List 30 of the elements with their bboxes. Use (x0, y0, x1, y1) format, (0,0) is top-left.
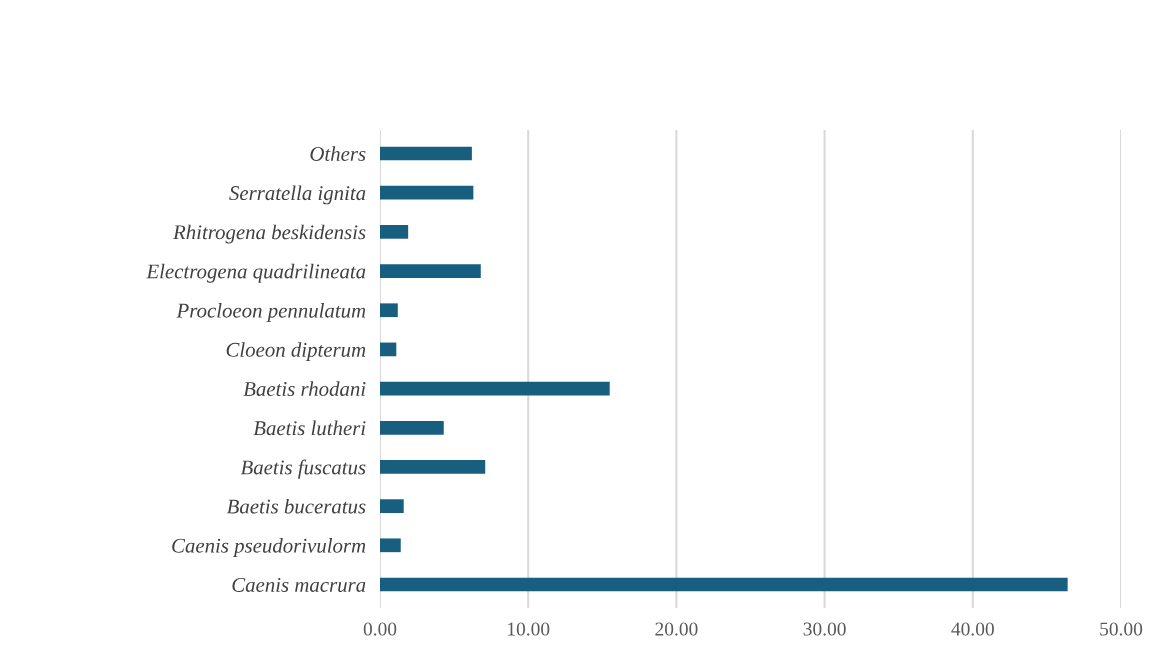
y-tick-label: Baetis buceratus (226, 498, 366, 514)
x-tick-label: 0.00 (363, 622, 397, 636)
y-tick-label: Baetis fuscatus (240, 459, 366, 479)
bar (380, 303, 398, 318)
bar (380, 538, 401, 553)
bar (380, 577, 1068, 592)
y-tick-label: Procloeon pennulatum (176, 303, 366, 322)
y-tick-label: Rhitrogena beskidensis (172, 224, 366, 244)
y-tick-label: Caenis macrura (232, 577, 366, 592)
y-tick-label: Caenis pseudorivulorm (172, 538, 366, 557)
y-tick-label: Cloeon dipterum (226, 342, 366, 362)
y-tick-label: Baetis lutheri (253, 420, 366, 436)
x-tick-label: 40.00 (951, 622, 994, 636)
bar (380, 460, 486, 474)
y-tick-label: Electrogena quadrilineata (146, 263, 366, 283)
x-tick-label: 50.00 (1100, 622, 1143, 636)
y-tick-label: Others (310, 146, 366, 161)
x-tick-label: 30.00 (803, 622, 846, 636)
bar (380, 499, 404, 513)
bar (380, 420, 444, 435)
x-tick-label: 10.00 (508, 622, 550, 636)
bar (380, 225, 409, 239)
bar (380, 342, 397, 357)
bar (380, 264, 481, 278)
y-tick-label: Baetis rhodani (243, 381, 366, 397)
x-tick-label: 20.00 (655, 622, 698, 636)
bar (380, 185, 474, 200)
bar (380, 381, 610, 396)
bar (380, 146, 472, 161)
y-tick-label: Serratella ignita (229, 185, 366, 205)
